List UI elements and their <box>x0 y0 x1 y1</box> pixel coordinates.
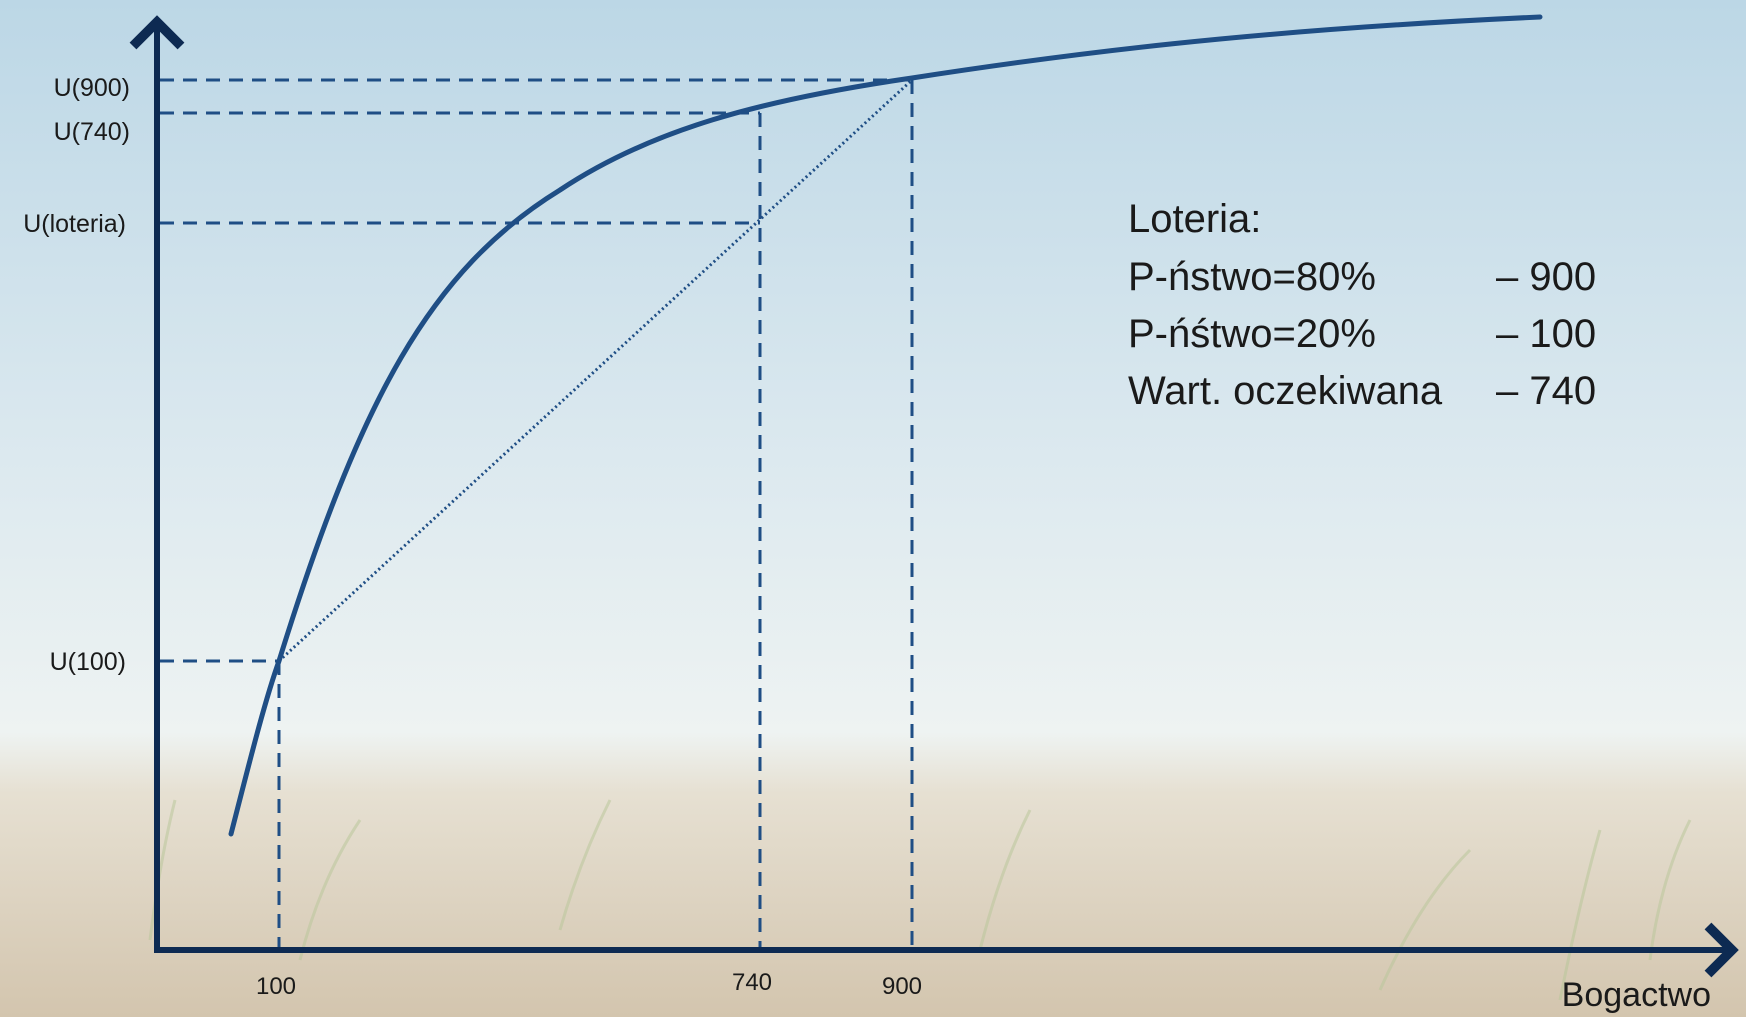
guide-lines <box>160 78 914 948</box>
lottery-legend: Loteria: P-ństwo=80% – 900 P-ńśtwo=20% –… <box>1128 197 1596 413</box>
lottery-row-value: – 900 <box>1496 255 1596 299</box>
lottery-title: Loteria: <box>1128 197 1261 241</box>
x-label-740: 740 <box>732 969 772 996</box>
lottery-row-label: P-ństwo=80% <box>1128 255 1376 299</box>
lottery-row-value: – 740 <box>1496 369 1596 413</box>
y-label-u740: U(740) <box>54 118 130 146</box>
lottery-row-label: P-ńśtwo=20% <box>1128 312 1376 356</box>
lottery-chord <box>277 78 914 663</box>
x-label-900: 900 <box>882 973 922 1000</box>
y-label-u100: U(100) <box>50 648 126 676</box>
lottery-row-value: – 100 <box>1496 312 1596 356</box>
x-label-100: 100 <box>256 973 296 1000</box>
x-axis-title: Bogactwo <box>1562 976 1711 1014</box>
grass-decoration <box>148 799 1692 1001</box>
lottery-row-label: Wart. oczekiwana <box>1128 369 1443 413</box>
y-label-uloteria: U(loteria) <box>23 210 126 238</box>
utility-curve <box>228 14 1543 837</box>
y-label-u900: U(900) <box>54 74 130 102</box>
